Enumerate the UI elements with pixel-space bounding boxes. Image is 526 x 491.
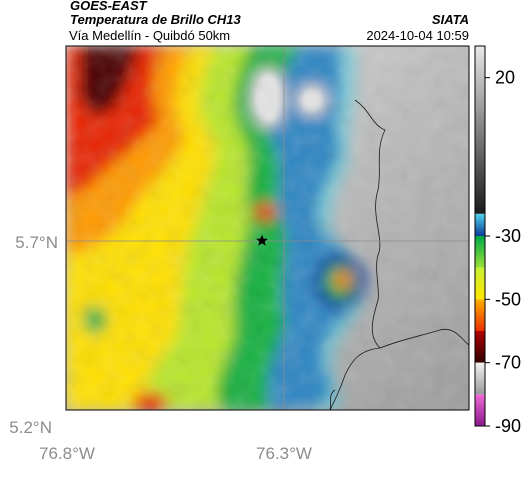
timestamp: 2024-10-04 10:59 — [366, 28, 469, 43]
location-marker-star — [256, 234, 268, 246]
colorbar-tick-label: -70 — [495, 353, 521, 373]
brightness-temperature-field — [66, 46, 469, 410]
region-subtitle: Vía Medellín - Quibdó 50km — [69, 28, 231, 43]
lon-label-76-8: 76.8°W — [39, 444, 95, 463]
lon-label-76-3: 76.3°W — [256, 444, 312, 463]
colorbar-ticks: 20 -30 -50 -70 -90 — [485, 68, 521, 436]
satellite-name: GOES-EAST — [70, 0, 147, 13]
organization-label: SIATA — [431, 12, 469, 27]
colorbar-segment — [475, 331, 485, 363]
colorbar-tick-label: 20 — [495, 68, 515, 88]
colorbar — [475, 46, 485, 426]
colorbar-tick-label: -50 — [495, 289, 521, 309]
colorbar-segment — [475, 394, 485, 426]
colorbar-segment — [475, 267, 485, 300]
graticule — [66, 46, 469, 410]
product-title: Temperatura de Brillo CH13 — [70, 12, 241, 27]
colorbar-segment — [475, 213, 485, 236]
lat-label-5-7: 5.7°N — [15, 233, 58, 252]
colorbar-segment — [475, 236, 485, 268]
colorbar-segment — [475, 299, 485, 331]
colorbar-tick-label: -90 — [495, 416, 521, 436]
lat-label-5-2: 5.2°N — [9, 418, 52, 437]
colorbar-segment — [475, 362, 485, 395]
colorbar-tick-label: -30 — [495, 226, 521, 246]
colorbar-segment — [475, 46, 485, 214]
map-frame — [65, 45, 470, 411]
